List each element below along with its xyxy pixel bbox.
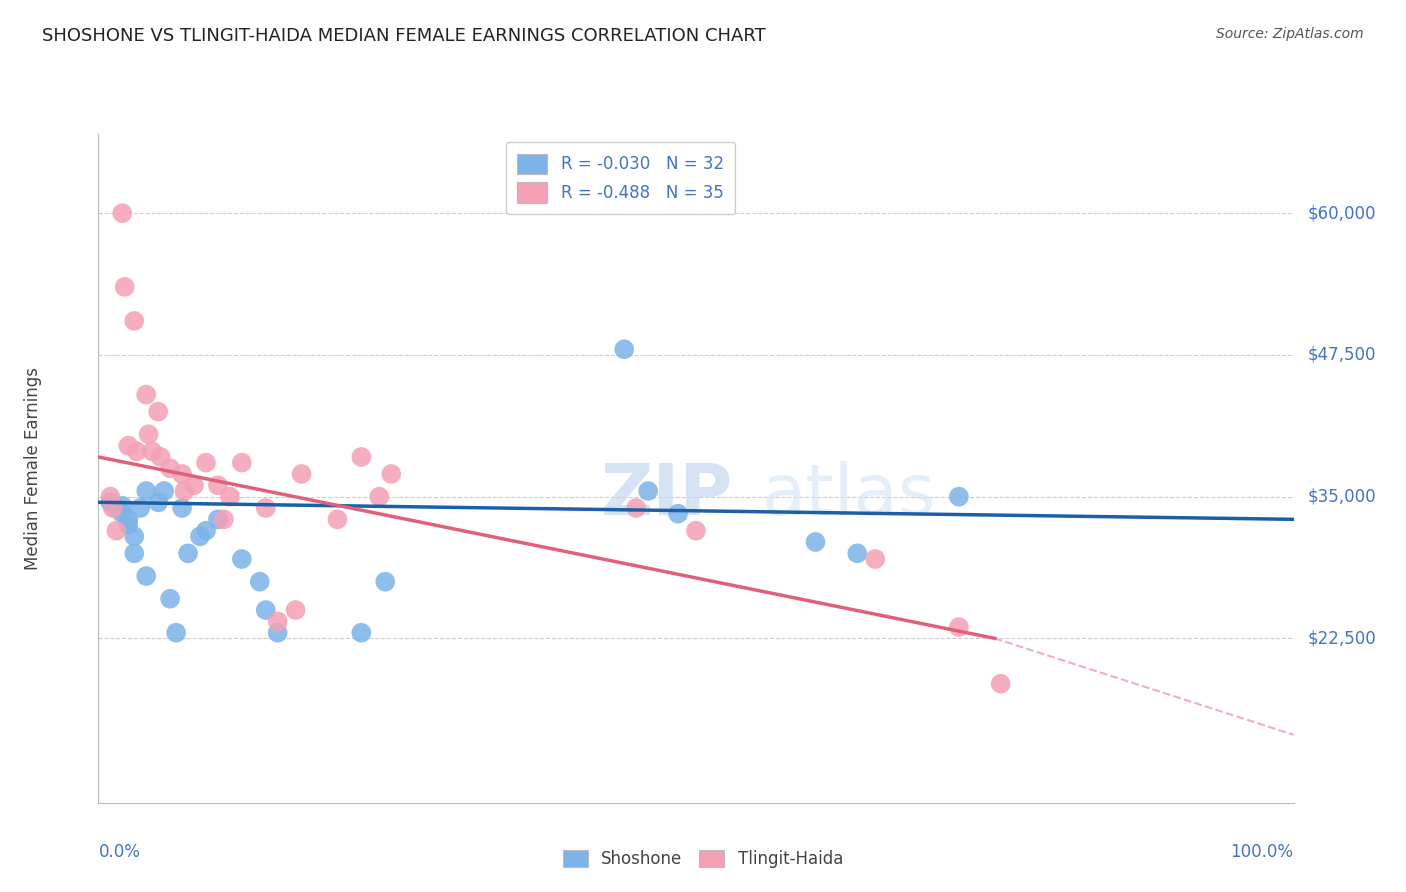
Point xyxy=(254,500,277,515)
Point xyxy=(284,603,307,617)
Point xyxy=(159,591,181,606)
Point xyxy=(98,490,122,504)
Text: 100.0%: 100.0% xyxy=(1230,843,1294,861)
Point xyxy=(105,524,128,538)
Point xyxy=(380,467,402,481)
Point xyxy=(368,490,391,504)
Point xyxy=(165,625,187,640)
Point xyxy=(105,500,128,515)
Point xyxy=(194,456,217,470)
Point xyxy=(149,450,172,464)
Text: $22,500: $22,500 xyxy=(1308,630,1376,648)
Point xyxy=(290,467,312,481)
Point xyxy=(135,483,157,498)
Point xyxy=(148,495,170,509)
Point xyxy=(111,499,134,513)
Point xyxy=(172,467,194,481)
Point xyxy=(138,427,160,442)
Point xyxy=(159,461,181,475)
Point xyxy=(124,546,146,560)
Point xyxy=(637,483,659,498)
Text: $35,000: $35,000 xyxy=(1308,488,1376,506)
Point xyxy=(173,483,195,498)
Point xyxy=(267,615,290,629)
Point xyxy=(350,625,373,640)
Point xyxy=(117,512,139,526)
Point xyxy=(125,444,148,458)
Point xyxy=(685,524,707,538)
Point xyxy=(101,500,124,515)
Point xyxy=(177,546,200,560)
Point xyxy=(948,620,970,634)
Point xyxy=(249,574,271,589)
Text: SHOSHONE VS TLINGIT-HAIDA MEDIAN FEMALE EARNINGS CORRELATION CHART: SHOSHONE VS TLINGIT-HAIDA MEDIAN FEMALE … xyxy=(42,27,766,45)
Point xyxy=(98,495,122,509)
Point xyxy=(117,439,139,453)
Point xyxy=(111,507,134,521)
Point xyxy=(188,529,211,543)
Point xyxy=(117,518,139,533)
Legend: R = -0.030   N = 32, R = -0.488   N = 35: R = -0.030 N = 32, R = -0.488 N = 35 xyxy=(506,142,735,214)
Point xyxy=(135,387,157,401)
Point xyxy=(148,404,170,418)
Point xyxy=(231,456,253,470)
Point xyxy=(194,524,217,538)
Point xyxy=(141,444,163,458)
Point xyxy=(231,552,253,566)
Point xyxy=(624,500,647,515)
Point xyxy=(846,546,869,560)
Point xyxy=(111,206,134,220)
Text: ZIP: ZIP xyxy=(600,460,733,530)
Point xyxy=(613,343,636,357)
Text: 0.0%: 0.0% xyxy=(98,843,141,861)
Text: $47,500: $47,500 xyxy=(1308,346,1376,364)
Point xyxy=(153,483,176,498)
Point xyxy=(350,450,373,464)
Text: Source: ZipAtlas.com: Source: ZipAtlas.com xyxy=(1216,27,1364,41)
Point xyxy=(129,500,152,515)
Point xyxy=(863,552,886,566)
Point xyxy=(212,512,235,526)
Point xyxy=(124,314,146,328)
Text: Median Female Earnings: Median Female Earnings xyxy=(24,367,42,570)
Point xyxy=(326,512,349,526)
Point xyxy=(374,574,396,589)
Text: $60,000: $60,000 xyxy=(1308,204,1376,222)
Point xyxy=(948,490,970,504)
Text: atlas: atlas xyxy=(762,460,936,530)
Point xyxy=(114,280,136,294)
Point xyxy=(207,478,229,492)
Point xyxy=(666,507,689,521)
Point xyxy=(172,500,194,515)
Point xyxy=(254,603,277,617)
Point xyxy=(804,535,827,549)
Legend: Shoshone, Tlingit-Haida: Shoshone, Tlingit-Haida xyxy=(557,843,849,875)
Point xyxy=(267,625,290,640)
Point xyxy=(124,529,146,543)
Point xyxy=(219,490,242,504)
Point xyxy=(135,569,157,583)
Point xyxy=(183,478,205,492)
Point xyxy=(207,512,229,526)
Point xyxy=(990,677,1012,691)
